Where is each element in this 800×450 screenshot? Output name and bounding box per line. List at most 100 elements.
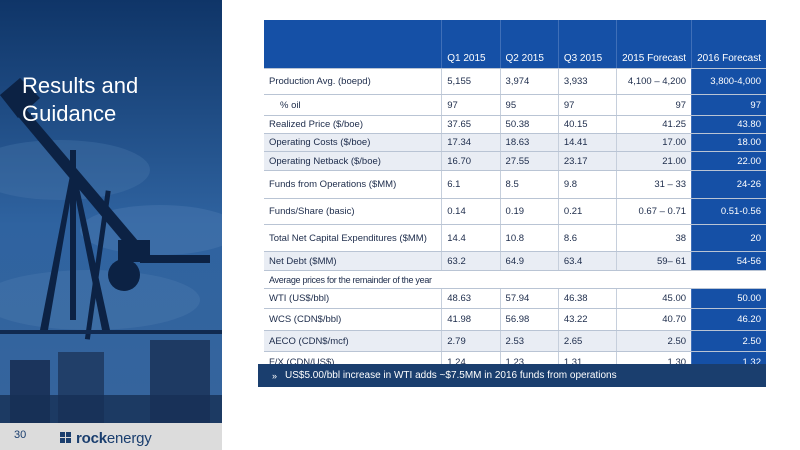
cell-2016-forecast: 43.80	[691, 115, 766, 134]
table-row: Realized Price ($/boe) 37.65 50.38 40.15…	[264, 115, 766, 134]
cell-q2: 57.94	[499, 288, 559, 309]
cell-q1: 5,155	[441, 68, 501, 95]
left-photo-panel: Results and Guidance	[0, 0, 222, 450]
results-guidance-table: Q1 2015 Q2 2015 Q3 2015 2015 Forecast 20…	[264, 20, 766, 374]
cell-q2: 10.8	[499, 224, 559, 252]
row-label: Funds/Share (basic)	[264, 198, 442, 225]
cell-q1: 41.98	[441, 308, 501, 331]
cell-q3: 9.8	[557, 170, 617, 199]
cell-q2: 95	[499, 94, 559, 116]
cell-2016-forecast: 3,800-4,000	[691, 68, 766, 95]
rockenergy-logo: rock energy	[60, 428, 240, 448]
table-row: Funds/Share (basic) 0.14 0.19 0.21 0.67 …	[264, 198, 766, 225]
cell-q1: 2.79	[441, 330, 501, 352]
cell-q2: 0.19	[499, 198, 559, 225]
cell-2016-forecast: 2.50	[691, 330, 766, 352]
table-row: AECO (CDN$/mcf) 2.79 2.53 2.65 2.50 2.50	[264, 330, 766, 352]
table-row: Operating Netback ($/boe) 16.70 27.55 23…	[264, 151, 766, 171]
row-label: Total Net Capital Expenditures ($MM)	[264, 224, 442, 252]
callout-text: US$5.00/bbl increase in WTI adds ~$7.5MM…	[285, 370, 617, 381]
header-label-cell	[264, 20, 442, 69]
cell-q2: 56.98	[499, 308, 559, 331]
cell-2016-forecast: 50.00	[691, 288, 766, 309]
cell-2016-forecast: 0.51-0.56	[691, 198, 766, 225]
cell-2016-forecast: 54-56	[691, 251, 766, 271]
cell-2015-forecast: 38	[616, 224, 692, 252]
row-label: AECO (CDN$/mcf)	[264, 330, 442, 352]
cell-q1: 16.70	[441, 151, 501, 171]
cell-2016-forecast: 97	[691, 94, 766, 116]
table-row: Funds from Operations ($MM) 6.1 8.5 9.8 …	[264, 170, 766, 199]
cell-q1: 63.2	[441, 251, 501, 271]
bullet-icon: »	[272, 370, 278, 381]
cell-q2: 64.9	[499, 251, 559, 271]
cell-q3: 46.38	[557, 288, 617, 309]
table-row: WCS (CDN$/bbl) 41.98 56.98 43.22 40.70 4…	[264, 308, 766, 331]
wti-sensitivity-callout: » US$5.00/bbl increase in WTI adds ~$7.5…	[258, 364, 766, 387]
row-label: Operating Netback ($/boe)	[264, 151, 442, 171]
cell-q1: 6.1	[441, 170, 501, 199]
table-row: % oil 97 95 97 97 97	[264, 94, 766, 116]
cell-2015-forecast: 40.70	[616, 308, 692, 331]
slide-title: Results and Guidance	[22, 73, 139, 126]
cell-2016-forecast: 22.00	[691, 151, 766, 171]
table-row: Production Avg. (boepd) 5,155 3,974 3,93…	[264, 68, 766, 95]
header-q1-2015: Q1 2015	[441, 20, 501, 69]
cell-q3: 23.17	[557, 151, 617, 171]
pumpjack-illustration	[0, 0, 222, 450]
row-label: WTI (US$/bbl)	[264, 288, 442, 309]
header-2015-forecast: 2015 Forecast	[616, 20, 692, 69]
cell-q2: 27.55	[499, 151, 559, 171]
header-q2-2015: Q2 2015	[499, 20, 559, 69]
table-row: Net Debt ($MM) 63.2 64.9 63.4 59– 61 54-…	[264, 251, 766, 271]
table-header-row: Q1 2015 Q2 2015 Q3 2015 2015 Forecast 20…	[264, 20, 766, 69]
cell-q1: 97	[441, 94, 501, 116]
cell-q2: 8.5	[499, 170, 559, 199]
table-row: WTI (US$/bbl) 48.63 57.94 46.38 45.00 50…	[264, 288, 766, 309]
cell-2015-forecast: 97	[616, 94, 692, 116]
cell-q2: 2.53	[499, 330, 559, 352]
cell-q3: 14.41	[557, 133, 617, 152]
section-row: Average prices for the remainder of the …	[264, 270, 766, 289]
cell-2016-forecast: 18.00	[691, 133, 766, 152]
row-label: % oil	[264, 94, 442, 116]
cell-2015-forecast: 45.00	[616, 288, 692, 309]
row-label: Funds from Operations ($MM)	[264, 170, 442, 199]
cell-q3: 3,933	[557, 68, 617, 95]
cell-2015-forecast: 4,100 – 4,200	[616, 68, 692, 95]
footer-bar: 30	[0, 423, 222, 450]
cell-q1: 0.14	[441, 198, 501, 225]
logo-text-energy: energy	[106, 429, 152, 447]
section-label: Average prices for the remainder of the …	[264, 270, 766, 289]
page-number: 30	[14, 429, 27, 441]
cell-2015-forecast: 21.00	[616, 151, 692, 171]
row-label: Operating Costs ($/boe)	[264, 133, 442, 152]
logo-text-rock: rock	[76, 429, 107, 447]
cell-q1: 48.63	[441, 288, 501, 309]
row-label: Production Avg. (boepd)	[264, 68, 442, 95]
cell-2015-forecast: 17.00	[616, 133, 692, 152]
cell-2015-forecast: 59– 61	[616, 251, 692, 271]
cell-2016-forecast: 20	[691, 224, 766, 252]
table-row: Operating Costs ($/boe) 17.34 18.63 14.4…	[264, 133, 766, 152]
cell-q3: 2.65	[557, 330, 617, 352]
cell-q1: 37.65	[441, 115, 501, 134]
header-q3-2015: Q3 2015	[557, 20, 617, 69]
cell-q3: 43.22	[557, 308, 617, 331]
cell-q3: 40.15	[557, 115, 617, 134]
cell-q1: 17.34	[441, 133, 501, 152]
cell-q1: 14.4	[441, 224, 501, 252]
cell-q3: 63.4	[557, 251, 617, 271]
cell-2015-forecast: 2.50	[616, 330, 692, 352]
cell-q3: 97	[557, 94, 617, 116]
cell-2016-forecast: 46.20	[691, 308, 766, 331]
cell-q2: 18.63	[499, 133, 559, 152]
row-label: Realized Price ($/boe)	[264, 115, 442, 134]
row-label: WCS (CDN$/bbl)	[264, 308, 442, 331]
cell-2015-forecast: 31 – 33	[616, 170, 692, 199]
cell-2015-forecast: 0.67 – 0.71	[616, 198, 692, 225]
cell-q2: 3,974	[499, 68, 559, 95]
row-label: Net Debt ($MM)	[264, 251, 442, 271]
cell-2015-forecast: 41.25	[616, 115, 692, 134]
cell-q2: 50.38	[499, 115, 559, 134]
